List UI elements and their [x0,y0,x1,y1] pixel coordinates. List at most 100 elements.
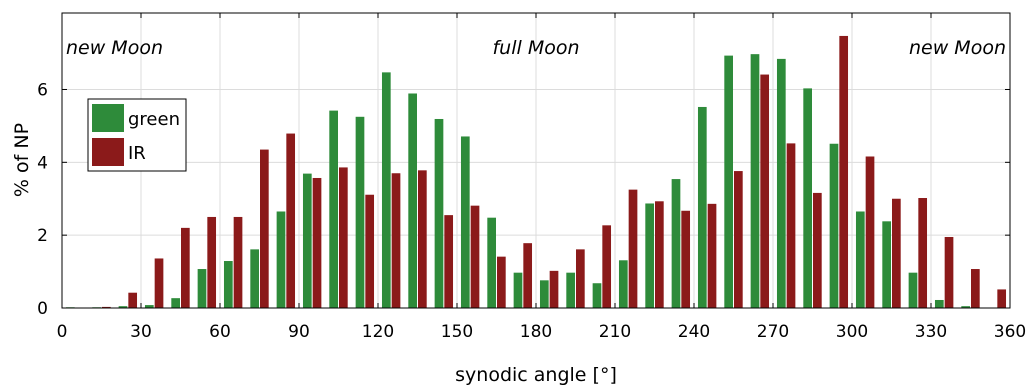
bar-green [460,136,470,308]
bar-ir [865,156,875,308]
bar-ir [128,292,138,308]
bar-ir [734,171,743,308]
bar-ir [602,225,612,308]
bar-green [144,305,154,308]
x-tick-label: 30 [130,322,152,342]
bar-green [302,173,312,308]
bar-ir [681,210,691,308]
bar-green [250,249,259,308]
bar-green [697,106,707,309]
legend-label-ir: IR [128,143,146,164]
bar-green [882,221,891,308]
bar-green [855,211,865,308]
bar-ir [207,216,217,308]
bar-green [355,116,365,308]
bar-green [961,306,970,308]
bar-ir [971,269,980,308]
bar-ir [813,192,822,308]
bar-green [329,110,338,308]
legend: green IR [87,98,187,172]
bar-green [487,217,496,308]
x-tick-label: 240 [678,322,710,342]
bar-green [171,298,180,308]
bar-ir [549,270,559,308]
y-tick-label: 0 [37,299,48,319]
ticks: 0 30 60 90 120 150 180 210 240 270 300 330 360 0 2 4 6 [37,13,1026,342]
bar-ir [786,143,796,308]
bar-ir [997,289,1007,308]
bar-green [381,72,391,308]
moon-phase-annotation: new Moon [909,37,1006,59]
bar-ir [391,173,401,308]
bar-ir [365,194,375,308]
x-tick-label: 330 [915,322,947,342]
moon-phase-annotation: full Moon [492,37,579,59]
bar-ir [102,306,111,308]
bar-green [750,54,760,308]
bar-ir [260,149,269,308]
bar-green [908,272,918,308]
legend-label-green: green [128,109,180,130]
x-tick-label: 360 [994,322,1026,342]
bar-green [671,179,681,308]
bar-green [618,260,628,308]
bar-ir [707,203,717,308]
bars [65,35,1007,309]
bar-green [408,93,417,308]
x-tick-label: 270 [757,322,789,342]
bar-ir [944,236,954,308]
bar-green [776,58,786,309]
legend-swatch-ir [92,138,124,166]
bar-green [276,211,286,308]
bar-ir [892,198,901,308]
bar-green [803,88,812,308]
x-tick-label: 300 [836,322,868,342]
bar-ir [497,256,506,308]
bar-ir [655,201,664,308]
x-tick-label: 180 [520,322,552,342]
bar-ir [523,243,533,308]
x-axis-label: synodic angle [°] [455,364,617,386]
x-tick-label: 60 [209,322,231,342]
y-axis-label: % of NP [11,123,33,197]
grid [62,13,1010,308]
bar-green [118,306,128,308]
x-tick-label: 0 [57,322,68,342]
bar-ir [154,258,164,308]
bar-ir [444,215,454,308]
bar-ir [286,133,296,308]
bar-green [197,269,207,308]
legend-swatch-green [92,104,124,132]
x-tick-label: 90 [288,322,310,342]
bar-green [829,143,839,308]
bar-green [645,203,654,308]
bar-ir [628,189,638,308]
y-tick-label: 6 [37,80,48,100]
bar-ir [576,249,585,308]
x-tick-label: 210 [599,322,631,342]
x-tick-label: 150 [441,322,473,342]
bar-ir [233,216,243,308]
bar-ir [312,177,322,308]
bar-ir [918,198,928,308]
bar-green [566,272,575,308]
annotations: new Moon full Moon new Moon [66,37,1006,59]
bar-green [223,261,233,308]
bar-green [434,118,444,309]
y-tick-label: 2 [37,226,48,246]
bar-green [539,280,549,308]
bar-ir [339,167,348,308]
bar-green [724,55,733,308]
y-tick-label: 4 [37,153,48,173]
bar-green [592,283,602,308]
x-tick-label: 120 [362,322,394,342]
bar-ir [181,227,190,308]
moon-phase-annotation: new Moon [66,37,163,59]
bar-ir [418,170,427,308]
bar-green [934,299,944,308]
bar-ir [470,205,480,308]
bar-green [513,272,523,308]
bar-ir [839,35,849,308]
bar-ir [760,74,770,309]
